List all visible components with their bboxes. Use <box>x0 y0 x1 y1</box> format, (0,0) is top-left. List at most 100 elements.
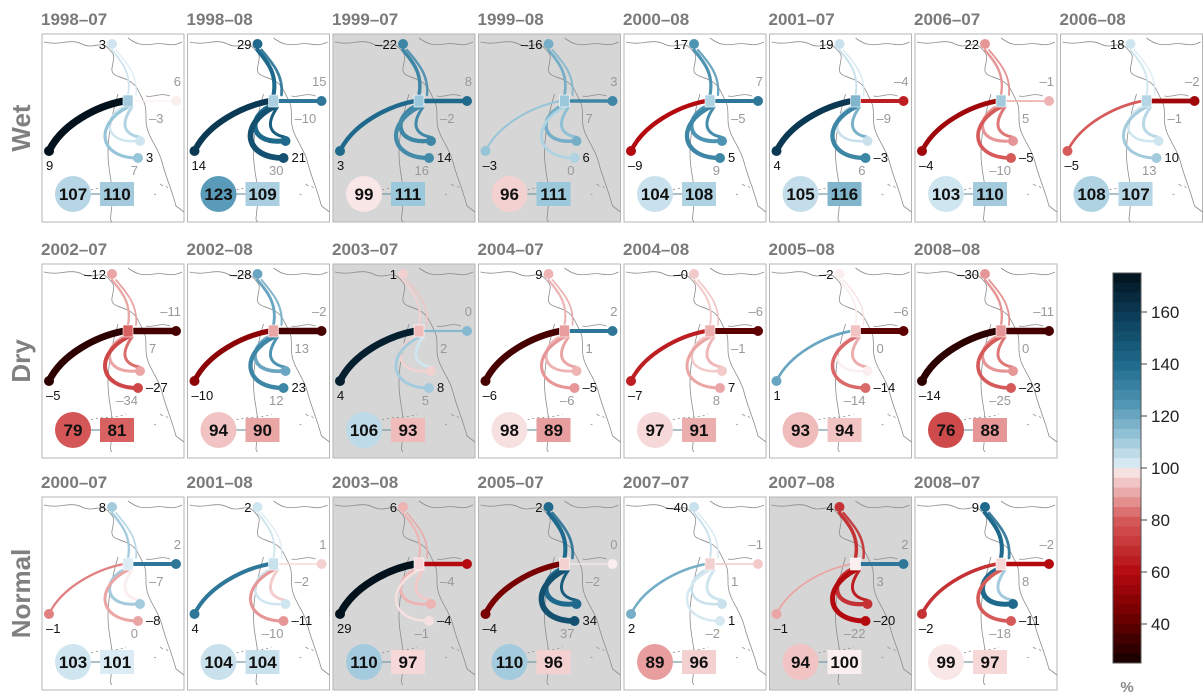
colorbar-segment <box>1113 526 1141 537</box>
label-gray: –22 <box>844 626 866 641</box>
summary-circle <box>491 176 528 212</box>
label-bottom: 6 <box>583 150 590 165</box>
label-gray: –25 <box>989 393 1011 408</box>
flow-upper <box>401 511 421 560</box>
flow-upper-2 <box>260 278 283 327</box>
node-left <box>626 146 636 156</box>
summary-circle <box>200 412 237 448</box>
node-left <box>335 609 345 619</box>
label-gray: 7 <box>131 163 138 178</box>
node-mid <box>1008 599 1018 609</box>
label-mid: –4 <box>440 574 454 589</box>
label-right: –1 <box>1040 74 1054 89</box>
hub-node <box>850 557 861 571</box>
flow-upper-2 <box>842 511 865 560</box>
flow-lower-a <box>253 333 285 373</box>
summary-square <box>391 182 425 206</box>
node-left <box>480 376 491 386</box>
summary-circle-value: 103 <box>932 185 960 204</box>
label-bottom: –11 <box>292 613 313 628</box>
flow-upper <box>837 511 859 560</box>
flow-upper-2 <box>260 512 283 559</box>
flow-left <box>336 327 419 385</box>
node-top <box>689 502 699 512</box>
label-bottom: –5 <box>1019 150 1033 165</box>
label-top: –0 <box>674 267 688 282</box>
flow-upper-2 <box>1133 49 1156 96</box>
flow-upper <box>983 48 1004 97</box>
node-right <box>753 96 763 106</box>
map-outline <box>625 500 767 686</box>
flow-lower-c <box>268 335 286 369</box>
flow-upper <box>110 278 131 327</box>
panel: 1998–08 29 15 14 –10 21 30 123 109 <box>187 10 330 223</box>
label-right: 0 <box>610 537 617 552</box>
summary-square <box>100 418 134 442</box>
label-bottom: 8 <box>437 380 444 395</box>
flow-upper <box>402 279 421 326</box>
summary-square-value: 109 <box>248 185 276 204</box>
flow-lower-b <box>394 568 431 623</box>
colorbar-unit: % <box>1120 679 1133 696</box>
node-top <box>543 502 554 512</box>
panel-title: 2003–08 <box>332 473 398 492</box>
label-left: –1 <box>774 621 788 636</box>
label-mid: 2 <box>440 341 447 356</box>
colorbar-segment <box>1113 331 1141 342</box>
label-bottom: 5 <box>728 150 735 165</box>
label-mid: –1 <box>1168 111 1182 126</box>
summary-circle-value: 99 <box>355 185 374 204</box>
panel: 2003–07 1 0 4 2 85 106 93 <box>332 240 476 459</box>
colorbar-segment <box>1113 585 1141 596</box>
map-outline <box>189 267 330 453</box>
summary-square <box>100 650 134 674</box>
panel-title: 2004–07 <box>478 240 544 259</box>
panel: 2004–07 9 2 –6 1 –5 –6 98 89 <box>478 240 621 459</box>
label-mid: –5 <box>731 111 745 126</box>
label-mid: 3 <box>877 574 884 589</box>
flow-lower-c <box>559 105 577 139</box>
flow-upper <box>693 512 712 559</box>
flow-lower-b <box>830 104 868 161</box>
colorbar-segment <box>1113 633 1141 644</box>
summary-square-value: 100 <box>830 653 858 672</box>
summary-square-value: 111 <box>540 185 567 204</box>
label-top: 2 <box>244 500 251 515</box>
flow-upper <box>692 48 713 97</box>
node-top <box>834 502 845 512</box>
summary-circle <box>200 644 237 680</box>
summary-square-value: 111 <box>395 185 422 204</box>
summary-circle-value: 110 <box>350 653 377 672</box>
label-bottom: –11 <box>1019 613 1040 628</box>
label-mid: 1 <box>731 574 738 589</box>
colorbar-segment <box>1113 604 1141 615</box>
node-right <box>316 559 327 569</box>
label-left: 29 <box>337 621 351 636</box>
colorbar-tick-label: 100 <box>1151 459 1179 478</box>
flow-upper-2 <box>551 48 574 97</box>
node-bottom <box>133 616 143 626</box>
summary-circle <box>928 176 964 212</box>
flow-lower-a <box>689 103 721 144</box>
flow-left <box>775 329 853 383</box>
summary-circle-value: 98 <box>500 421 519 440</box>
flow-lower-b <box>248 568 286 623</box>
flow-lower-a <box>108 103 139 143</box>
hub-node <box>995 557 1007 571</box>
flow-upper <box>693 279 712 326</box>
node-right <box>462 326 472 336</box>
hub-node <box>413 94 425 108</box>
label-gray: –1 <box>415 626 429 641</box>
label-left: –3 <box>483 158 497 173</box>
row-label-wet: Wet <box>6 104 36 152</box>
node-mid <box>280 136 291 146</box>
panel-title: 2008–08 <box>914 240 980 259</box>
summary-circle-value: 93 <box>791 421 810 440</box>
summary-square-value: 110 <box>976 185 1003 204</box>
summary-circle <box>782 412 819 448</box>
flow-upper-2 <box>406 279 428 326</box>
summary-circle-value: 105 <box>786 185 814 204</box>
flow-upper <box>401 48 422 97</box>
label-gray: –34 <box>116 393 138 408</box>
hub-node <box>850 324 861 338</box>
